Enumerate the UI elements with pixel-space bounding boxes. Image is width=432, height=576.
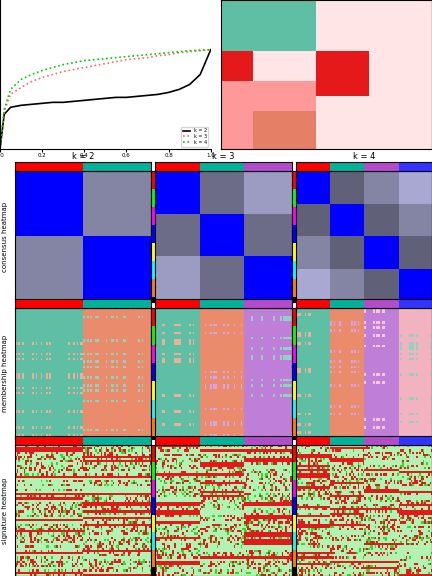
k = 2 xyxy=(103,95,108,102)
k = 2 xyxy=(82,97,87,104)
k = 4 xyxy=(29,71,34,78)
Text: signature heatmap: signature heatmap xyxy=(3,478,9,544)
k = 3 xyxy=(177,49,182,56)
k = 3 xyxy=(103,60,108,67)
k = 3 xyxy=(82,64,87,71)
k = 3 xyxy=(145,54,150,61)
k = 3 xyxy=(0,146,3,153)
k = 2 xyxy=(145,92,150,99)
k = 2 xyxy=(166,89,171,96)
k = 2 xyxy=(92,96,98,103)
k = 3 xyxy=(2,108,7,115)
k = 3 xyxy=(60,68,66,75)
k = 2 xyxy=(29,101,34,108)
k = 4 xyxy=(177,48,182,55)
k = 2 xyxy=(177,86,182,93)
k = 2 xyxy=(2,111,7,118)
k = 3 xyxy=(208,46,213,53)
X-axis label: consensus value [x]: consensus value [x] xyxy=(78,164,133,169)
k = 4 xyxy=(60,61,66,68)
Line: k = 2: k = 2 xyxy=(0,50,211,149)
Text: membership heatmap: membership heatmap xyxy=(3,335,9,412)
k = 4 xyxy=(166,49,171,56)
Title: k = 4: k = 4 xyxy=(353,152,375,161)
k = 4 xyxy=(0,146,3,153)
k = 4 xyxy=(187,47,192,54)
k = 4 xyxy=(124,53,129,60)
k = 4 xyxy=(103,55,108,62)
k = 3 xyxy=(19,84,24,91)
k = 3 xyxy=(156,52,161,59)
k = 3 xyxy=(40,74,45,81)
k = 2 xyxy=(197,71,203,78)
k = 4 xyxy=(113,54,118,61)
k = 3 xyxy=(197,47,203,54)
k = 4 xyxy=(71,59,76,66)
Text: consensus heatmap: consensus heatmap xyxy=(3,202,9,271)
k = 2 xyxy=(0,146,3,153)
k = 4 xyxy=(8,86,13,93)
k = 4 xyxy=(92,56,98,63)
Title: k = 2: k = 2 xyxy=(72,152,94,161)
k = 2 xyxy=(113,94,118,101)
k = 3 xyxy=(71,66,76,73)
Line: k = 3: k = 3 xyxy=(0,50,211,149)
k = 3 xyxy=(50,71,55,78)
k = 2 xyxy=(134,93,140,100)
Legend: k = 2, k = 3, k = 4: k = 2, k = 3, k = 4 xyxy=(181,127,208,147)
k = 3 xyxy=(166,51,171,58)
k = 3 xyxy=(187,48,192,55)
k = 2 xyxy=(71,98,76,105)
k = 3 xyxy=(29,78,34,85)
k = 2 xyxy=(208,46,213,53)
k = 4 xyxy=(156,50,161,57)
k = 4 xyxy=(40,67,45,74)
k = 3 xyxy=(8,91,13,98)
k = 3 xyxy=(124,56,129,63)
Line: k = 4: k = 4 xyxy=(0,50,211,149)
k = 2 xyxy=(50,99,55,106)
k = 2 xyxy=(187,81,192,88)
k = 2 xyxy=(40,100,45,107)
k = 4 xyxy=(145,51,150,58)
k = 2 xyxy=(19,102,24,109)
k = 2 xyxy=(124,94,129,101)
k = 4 xyxy=(208,46,213,53)
k = 4 xyxy=(19,76,24,83)
k = 4 xyxy=(197,47,203,54)
k = 4 xyxy=(2,106,7,113)
k = 4 xyxy=(82,57,87,64)
k = 4 xyxy=(50,64,55,71)
k = 3 xyxy=(92,62,98,69)
k = 2 xyxy=(156,91,161,98)
k = 3 xyxy=(134,55,140,62)
Title: k = 3: k = 3 xyxy=(212,152,235,161)
k = 2 xyxy=(8,104,13,111)
k = 3 xyxy=(113,58,118,65)
k = 4 xyxy=(134,52,140,59)
k = 2 xyxy=(60,99,66,106)
